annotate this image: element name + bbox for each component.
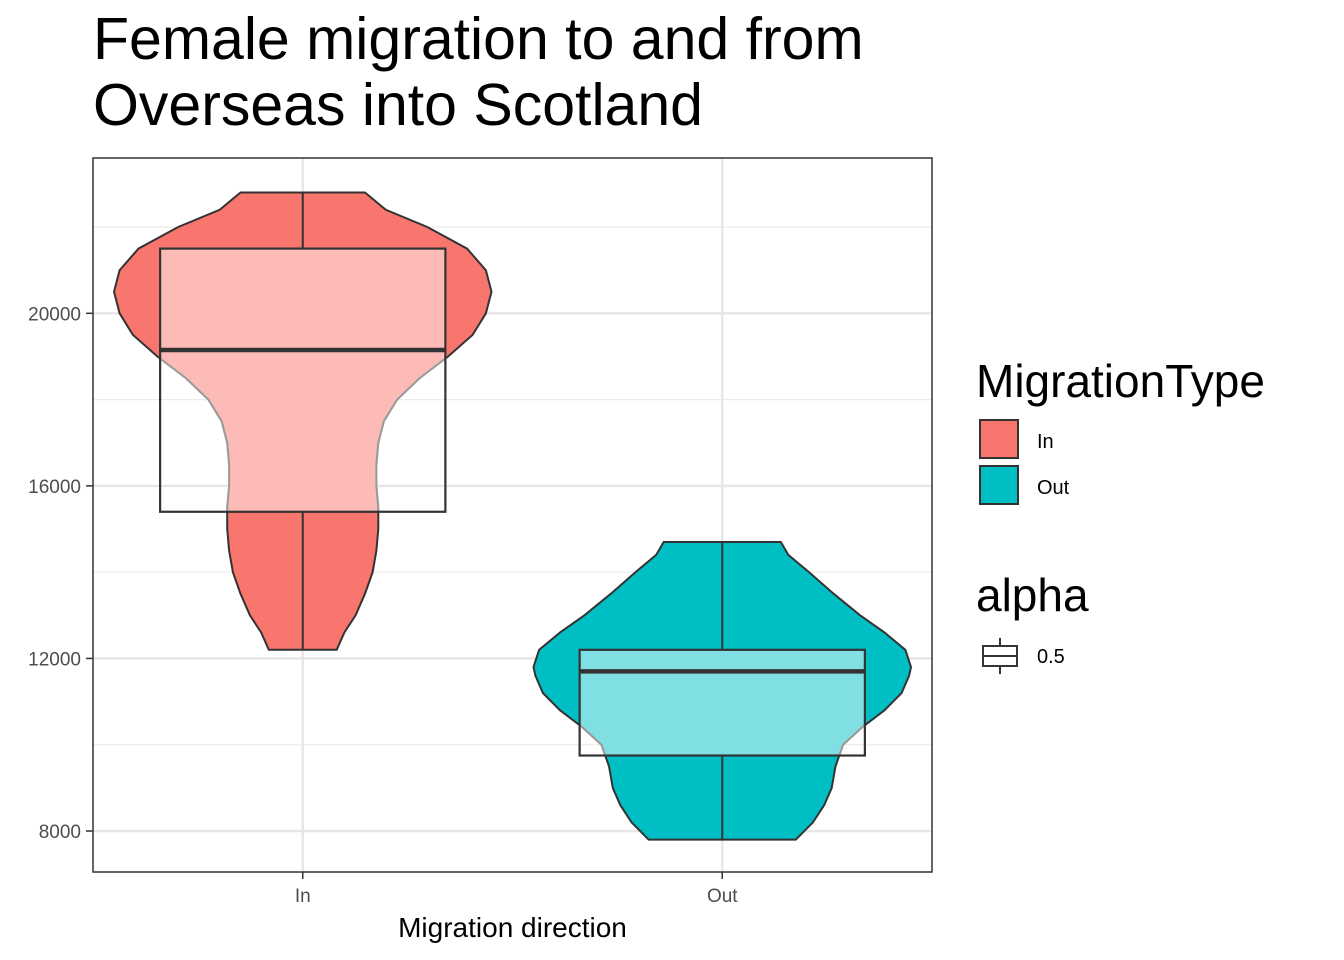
y-tick-label: 12000 (28, 649, 81, 670)
x-tick-label: Out (707, 886, 738, 907)
axes: 8000 12000 16000 20000 In Out (28, 304, 738, 907)
violin-outline-faded-in (160, 357, 446, 512)
legend-title-migrationtype: MigrationType (976, 355, 1265, 407)
x-tick-label: In (295, 886, 311, 907)
violin-outline-faded-out (579, 723, 865, 756)
violins (112, 191, 913, 841)
legend-label-alpha: 0.5 (1037, 646, 1065, 668)
y-tick-label: 20000 (28, 304, 81, 325)
box-plots (159, 247, 866, 757)
plot-border (92, 157, 933, 873)
x-axis-title: Migration direction (398, 912, 627, 943)
legend-title-alpha: alpha (976, 569, 1089, 621)
y-tick-label: 16000 (28, 477, 81, 498)
chart-title-line-1: Female migration to and from (93, 6, 864, 72)
chart-title: Female migration to and from Overseas in… (93, 6, 993, 138)
violin-faded-region-in (160, 248, 446, 512)
y-tick-label: 8000 (39, 822, 81, 843)
legend-key-in (979, 419, 1019, 459)
chart-title-line-2: Overseas into Scotland (93, 72, 703, 138)
legend-key-boxplot-icon (982, 638, 1018, 674)
legend-label-in: In (1037, 431, 1054, 453)
legend-label-out: Out (1037, 477, 1070, 499)
legend-key-out (979, 465, 1019, 505)
box-in (159, 247, 447, 513)
violin-faded-region-out (579, 649, 865, 756)
box-out (578, 648, 866, 757)
